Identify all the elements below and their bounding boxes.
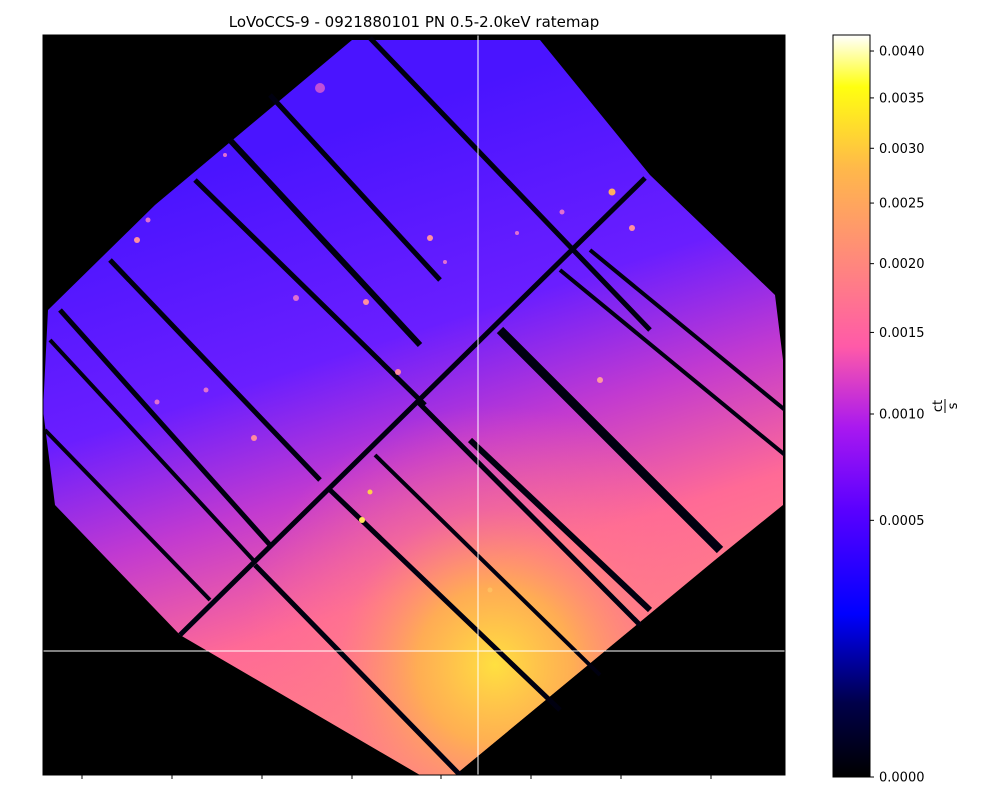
point-source — [395, 369, 401, 375]
colorbar-gradient — [832, 34, 871, 778]
chip-gaps — [43, 36, 785, 775]
image-frame — [42, 34, 786, 776]
colorbar-unit-denominator: s — [946, 402, 961, 409]
colorbar-tick-label: 0.0000 — [879, 771, 925, 786]
chip-gap — [227, 137, 423, 348]
chip-gap — [48, 338, 257, 564]
colorbar-unit-numerator: ct — [931, 400, 946, 412]
point-source — [487, 587, 493, 593]
point-source — [154, 399, 160, 405]
colorbar-tick-label: 0.0025 — [879, 197, 925, 212]
chip-gap — [558, 268, 785, 457]
colorbar-tick-label: 0.0015 — [879, 326, 925, 341]
chip-gap — [58, 308, 272, 547]
colorbar-tick-label: 0.0035 — [879, 91, 925, 106]
chip-gap — [467, 437, 653, 613]
point-source — [251, 435, 257, 441]
chip-gap — [328, 488, 562, 712]
chip-gap — [193, 178, 427, 407]
point-source — [315, 83, 325, 93]
chip-gap — [253, 563, 462, 775]
point-source — [597, 377, 603, 383]
point-source — [608, 188, 616, 196]
point-source — [515, 231, 519, 235]
colorbar-tick-label: 0.0030 — [879, 142, 925, 157]
point-source — [427, 235, 433, 241]
colorbar-tick-label: 0.0005 — [879, 514, 925, 529]
point-source — [223, 153, 227, 157]
chip-gap — [368, 36, 652, 332]
chip-gap — [268, 93, 442, 282]
chip-gap — [496, 326, 724, 554]
point-source — [629, 225, 635, 231]
point-sources — [134, 83, 635, 593]
colorbar-tick-label: 0.0010 — [879, 408, 925, 423]
point-source — [443, 260, 447, 264]
point-source — [559, 209, 565, 215]
point-source — [293, 295, 299, 301]
image-panel — [43, 35, 785, 775]
point-source — [203, 387, 209, 393]
figure-title: LoVoCCS-9 - 0921880101 PN 0.5-2.0keV rat… — [229, 13, 599, 31]
chip-gap — [373, 453, 602, 677]
point-source — [134, 237, 140, 243]
colorbar-tick-label: 0.0040 — [879, 45, 925, 60]
chip-gap — [43, 428, 212, 602]
chip-gap — [416, 400, 642, 627]
point-source — [367, 489, 373, 495]
chip-gap — [588, 248, 785, 412]
colorbar: 0.0040 0.0035 0.0030 0.0025 0.0020 0.0015 0.00… — [832, 34, 961, 786]
chip-gap — [108, 258, 322, 482]
colorbar-tick-label: 0.0020 — [879, 257, 925, 272]
point-source — [359, 517, 365, 523]
colorbar-unit-label: ct s — [931, 399, 961, 413]
point-source — [145, 217, 151, 223]
colorbar-ticks: 0.0040 0.0035 0.0030 0.0025 0.0020 0.0015 0.00… — [870, 45, 925, 786]
chip-gap — [178, 176, 647, 637]
point-source — [363, 299, 369, 305]
x-axis-ticks — [81, 775, 712, 779]
